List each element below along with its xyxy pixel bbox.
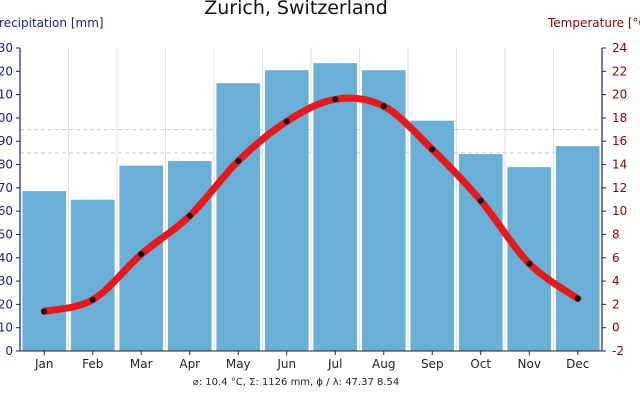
x-tick-label: Nov (518, 357, 541, 371)
precipitation-bar (22, 191, 67, 351)
temperature-point (574, 295, 581, 302)
precipitation-bar (555, 146, 600, 351)
left-tick-label: 60 (0, 204, 13, 218)
precipitation-bar (70, 199, 115, 351)
footer-stats: ⌀: 10.4 °C, Σ: 1126 mm, ϕ / λ: 47.37 8.5… (193, 377, 400, 388)
left-tick-label: 120 (0, 64, 13, 78)
temperature-point (89, 296, 96, 303)
left-tick-label: 80 (0, 158, 13, 172)
right-tick-label: 20 (612, 88, 627, 102)
x-tick-label: Dec (566, 357, 589, 371)
right-tick-label: 10 (612, 204, 627, 218)
left-tick-label: 70 (0, 181, 13, 195)
x-tick-label: Apr (179, 357, 200, 371)
temperature-point (235, 158, 242, 165)
left-tick-label: 40 (0, 251, 13, 265)
temperature-point (477, 197, 484, 204)
right-tick-label: 24 (612, 41, 627, 55)
x-tick-label: Mar (130, 357, 153, 371)
temperature-point (186, 212, 193, 219)
right-tick-label: 12 (612, 181, 627, 195)
right-tick-label: 8 (612, 227, 620, 241)
temperature-point (380, 103, 387, 110)
left-axis-ticks: 0 10 20 30 40 50 60 70 80 90 100 110 120 130 (0, 41, 20, 358)
precipitation-bars (22, 63, 600, 352)
temperature-point (138, 251, 145, 258)
left-tick-label: 130 (0, 41, 13, 55)
precipitation-bar (167, 161, 212, 351)
temperature-point (526, 260, 533, 267)
right-tick-label: 14 (612, 158, 627, 172)
right-tick-label: 4 (612, 274, 620, 288)
precipitation-bar (216, 83, 261, 352)
precipitation-bar (361, 70, 406, 352)
left-tick-label: 20 (0, 297, 13, 311)
precipitation-bar (410, 120, 455, 351)
right-axis-label: Temperature [°C] (547, 16, 640, 30)
left-tick-label: 10 (0, 321, 13, 335)
x-tick-label: Feb (82, 357, 103, 371)
x-tick-label: Sep (421, 357, 444, 371)
x-tick-label: Oct (470, 357, 491, 371)
temperature-point (41, 308, 48, 315)
right-tick-label: 18 (612, 111, 627, 125)
right-tick-label: 2 (612, 297, 620, 311)
right-tick-label: -2 (612, 344, 624, 358)
temperature-curve (40, 94, 582, 315)
temperature-line (40, 94, 582, 315)
right-tick-label: 0 (612, 321, 620, 335)
x-tick-label: Jun (276, 357, 296, 371)
left-tick-label: 100 (0, 111, 13, 125)
right-tick-label: 22 (612, 64, 627, 78)
x-tick-label: May (226, 357, 251, 371)
temperature-point (332, 96, 339, 103)
x-tick-label: Aug (372, 357, 395, 371)
temperature-point (283, 118, 290, 125)
x-tick-label: Jan (34, 357, 54, 371)
right-tick-label: 6 (612, 251, 620, 265)
left-tick-label: 50 (0, 227, 13, 241)
precipitation-bar (313, 63, 358, 352)
x-axis-ticks: Jan Feb Mar Apr May Jun Jul Aug Sep Oct Nov Dec (34, 351, 589, 371)
left-tick-label: 110 (0, 88, 13, 102)
temperature-point (429, 146, 436, 153)
left-axis-label: Precipitation [mm] (0, 16, 104, 30)
left-tick-label: 30 (0, 274, 13, 288)
chart-title: Zurich, Switzerland (204, 0, 388, 19)
left-tick-label: 90 (0, 134, 13, 148)
precipitation-bar (264, 70, 309, 352)
right-tick-label: 16 (612, 134, 627, 148)
x-tick-label: Jul (327, 357, 342, 371)
left-tick-label: 0 (5, 344, 13, 358)
